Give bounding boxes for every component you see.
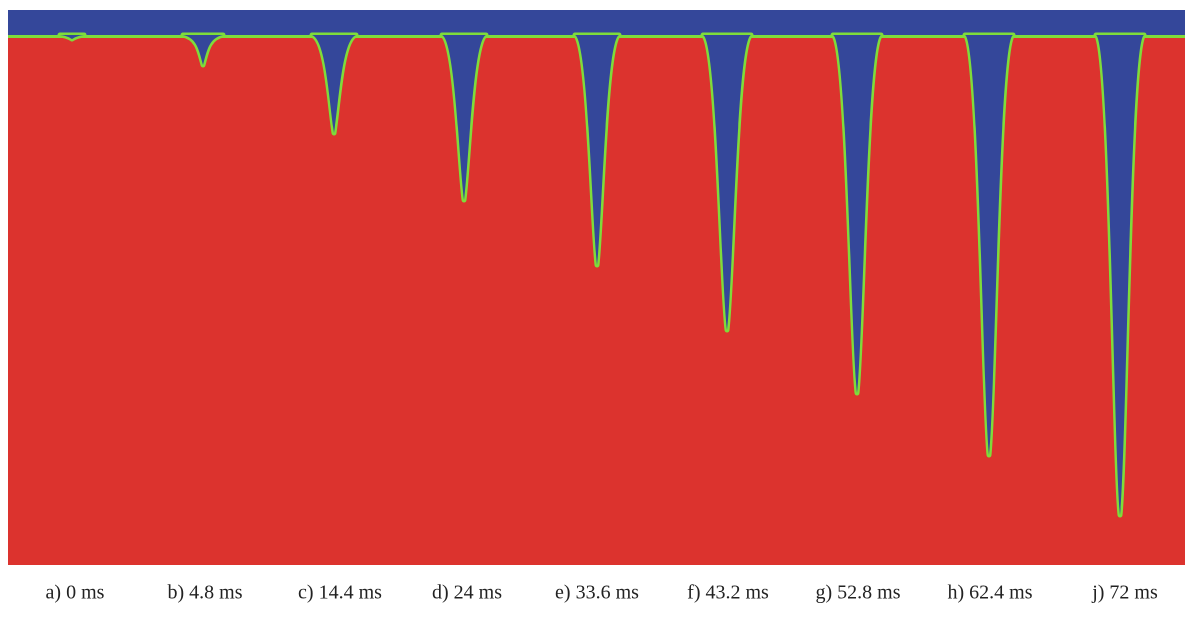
jets <box>57 32 1147 518</box>
labels: a) 0 ms b) 4.8 ms c) 14.4 ms d) 24 ms e)… <box>46 582 1158 604</box>
jet <box>965 35 1013 455</box>
jet <box>60 35 84 39</box>
gas-band <box>8 10 1185 35</box>
jet <box>183 35 223 65</box>
panel-label: g) 52.8 ms <box>816 582 901 604</box>
panel-label: b) 4.8 ms <box>168 582 243 604</box>
jet <box>833 35 881 393</box>
panel-label: j) 72 ms <box>1091 582 1158 604</box>
jet <box>1096 35 1144 515</box>
jet <box>703 35 751 330</box>
panel-label: h) 62.4 ms <box>948 582 1033 604</box>
panel-label: a) 0 ms <box>46 582 105 604</box>
jet <box>442 35 486 200</box>
panel-label: f) 43.2 ms <box>687 582 769 604</box>
panel-label: c) 14.4 ms <box>298 582 382 604</box>
jet <box>312 35 356 133</box>
panel-label: d) 24 ms <box>432 582 502 604</box>
jet <box>575 35 619 265</box>
panel-label: e) 33.6 ms <box>555 582 639 604</box>
